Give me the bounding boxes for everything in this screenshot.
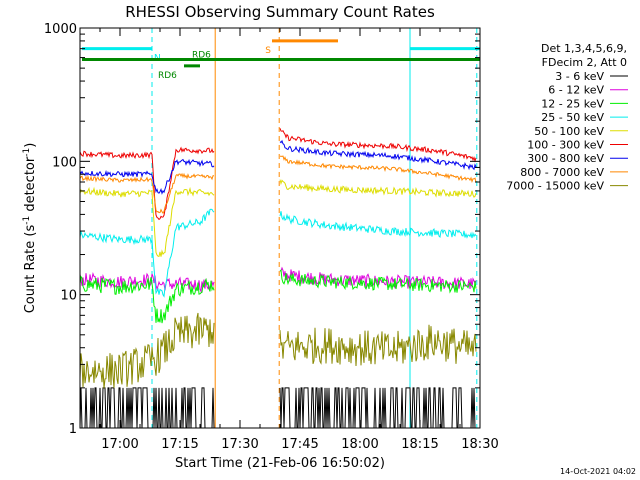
data-layer: NSRD6RD6 [79, 28, 480, 429]
legend-entry-label-0: 3 - 6 keV [555, 70, 604, 83]
flag-label-rd6-3: RD6 [158, 71, 177, 81]
legend-header-line-2: FDecim 2, Att 0 [542, 56, 627, 69]
series-line-3-seg-0 [79, 208, 215, 298]
legend-entry-label-6: 300 - 800 keV [527, 152, 604, 165]
legend-entry-label-2: 12 - 25 keV [541, 97, 604, 110]
chart-title: RHESSI Observing Summary Count Rates [125, 3, 435, 21]
x-axis-label: Start Time (21-Feb-06 16:50:02) [175, 456, 385, 471]
x-tick-label-5: 18:15 [401, 437, 438, 452]
series-line-3-seg-1 [279, 211, 477, 239]
y-axis-label-main: Count Rate (s [23, 225, 38, 314]
y-tick-label-3: 1000 [44, 22, 77, 37]
series-line-2-seg-1 [279, 269, 477, 294]
series-line-0-seg-0 [79, 387, 215, 429]
series-line-7-seg-1 [280, 155, 477, 183]
axis-layer: 17:00 17:15 17:30 17:45 18:00 18:15 18:30 1 10 10… [44, 22, 499, 452]
series-line-5-seg-1 [279, 128, 477, 163]
x-tick-label-3: 17:45 [281, 437, 318, 452]
footer-timestamp: 14-Oct-2021 04:02 [560, 467, 636, 476]
y-axis-label-end: ) [23, 143, 38, 148]
legend: Det 1,3,4,5,6,9, FDecim 2, Att 0 3 - 6 k… [506, 42, 628, 193]
x-tick-label-1: 17:15 [161, 437, 198, 452]
x-tick-label-4: 18:00 [341, 437, 378, 452]
y-axis-label-sup1: -1 [22, 216, 32, 225]
x-tick-label-2: 17:30 [221, 437, 258, 452]
x-tick-label-6: 18:30 [461, 437, 498, 452]
x-tick-label-0: 17:00 [101, 437, 138, 452]
legend-entry-label-8: 7000 - 15000 keV [506, 180, 604, 193]
flag-label-s-2: S [265, 46, 271, 56]
y-tick-label-2: 100 [52, 155, 77, 170]
series-line-6-seg-1 [279, 139, 477, 171]
series-line-4-seg-1 [279, 179, 477, 198]
series-line-2-seg-0 [79, 275, 215, 324]
legend-entry-label-7: 800 - 7000 keV [520, 166, 604, 179]
legend-entry-label-3: 25 - 50 keV [541, 111, 604, 124]
legend-header-line-1: Det 1,3,4,5,6,9, [541, 42, 627, 55]
legend-entry-label-4: 50 - 100 keV [534, 125, 604, 138]
series-line-8-seg-1 [279, 324, 477, 367]
series-line-8-seg-0 [79, 312, 215, 389]
y-tick-label-1: 10 [60, 289, 77, 304]
y-axis-label: Count Rate (s-1 detector-1) [22, 143, 38, 314]
series-line-4-seg-0 [79, 186, 215, 257]
legend-entry-label-5: 100 - 300 keV [527, 139, 604, 152]
flag-label-rd6-4: RD6 [192, 51, 211, 61]
y-axis-label-mid: detector [23, 156, 38, 216]
series-line-6-seg-0 [79, 158, 215, 195]
y-axis-label-sup2: -1 [22, 148, 32, 157]
series-line-7-seg-0 [79, 172, 214, 215]
legend-entry-label-1: 6 - 12 keV [548, 84, 604, 97]
y-tick-label-0: 1 [69, 422, 77, 437]
series-line-5-seg-0 [79, 146, 215, 221]
series-line-0-seg-1 [279, 387, 476, 429]
